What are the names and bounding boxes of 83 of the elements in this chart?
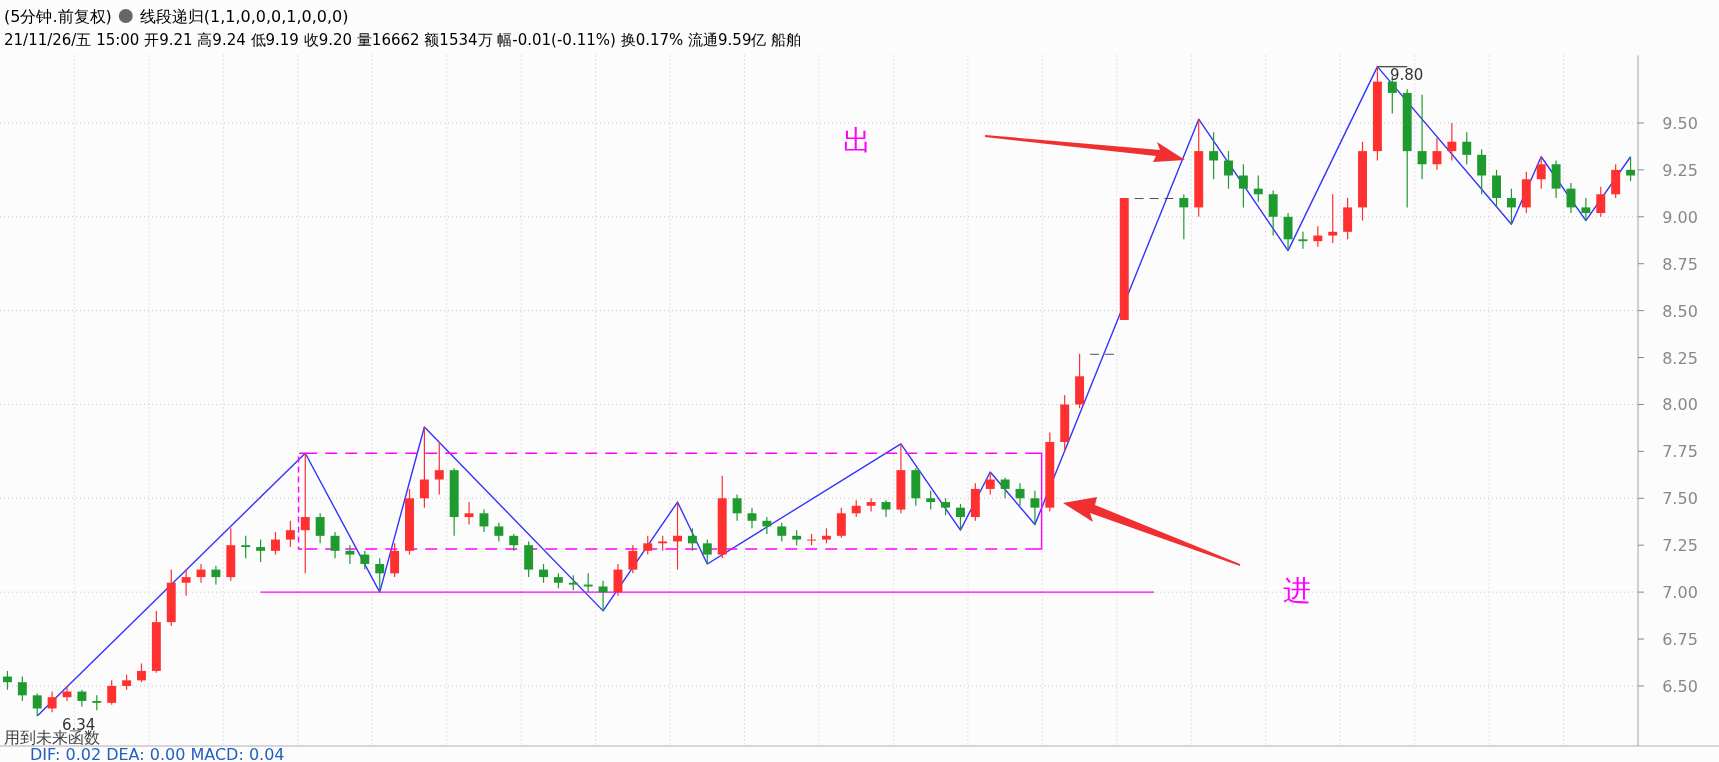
candlestick	[375, 557, 385, 593]
candlestick	[1596, 186, 1606, 218]
y-tick-label: 7.00	[1662, 583, 1698, 603]
y-tick-label: 9.50	[1662, 113, 1698, 133]
y-tick-label: 6.50	[1662, 676, 1698, 696]
candlestick	[2, 670, 12, 691]
candlestick	[271, 531, 280, 556]
candlestick	[1000, 477, 1010, 499]
candlestick	[107, 679, 117, 706]
y-tick-label: 9.25	[1662, 160, 1698, 180]
candlestick	[956, 503, 965, 531]
annotation: 9.80	[1390, 66, 1424, 84]
candlestick	[598, 580, 608, 612]
candlestick	[1506, 188, 1516, 225]
candlestick	[673, 501, 682, 571]
candlestick	[926, 490, 936, 511]
y-tick-label: 6.75	[1662, 630, 1698, 650]
y-tick-label: 8.25	[1662, 348, 1698, 368]
line-series	[36, 65, 1632, 717]
candlestick	[777, 522, 787, 543]
candlestick	[360, 550, 370, 571]
candlestick	[1209, 131, 1219, 180]
annotation: 进	[1283, 574, 1311, 607]
candlestick	[32, 692, 42, 717]
candlestick	[181, 569, 191, 597]
candlestick	[419, 426, 429, 509]
candlestick	[345, 544, 355, 565]
y-tick-label: 9.00	[1662, 207, 1698, 227]
candlestick	[211, 565, 221, 586]
candlestick	[539, 563, 548, 584]
candlestick	[643, 535, 653, 556]
y-tick-label: 8.00	[1662, 395, 1698, 415]
candlestick	[464, 501, 474, 526]
candlestick	[628, 544, 638, 574]
y-tick-label: 7.25	[1662, 536, 1698, 556]
candlestick	[1581, 197, 1591, 222]
candlestick	[1477, 148, 1487, 195]
candlestick	[137, 662, 146, 683]
y-tick-label: 8.50	[1662, 301, 1698, 321]
annotation: 出	[843, 124, 871, 157]
candlestick	[256, 538, 266, 563]
candlestick	[1447, 122, 1457, 162]
candlestick	[434, 441, 444, 496]
candlestick	[479, 508, 489, 533]
candlestick	[747, 507, 757, 529]
candlestick	[1626, 156, 1636, 182]
candlestick	[866, 497, 876, 513]
candlestick	[702, 538, 712, 565]
candlestick	[881, 499, 891, 518]
text: 21/11/26/五 15:00 开9.21 高9.24 低9.19 收9.20 量16662 额1534万 幅-0.01(-0.11%) 换0.17% 流通9.59亿 船舶	[4, 31, 802, 49]
candlestick	[836, 507, 846, 539]
candlestick	[1253, 174, 1263, 203]
candlestick	[330, 531, 340, 559]
candlestick	[241, 535, 251, 559]
y-tick-label: 7.75	[1662, 442, 1698, 462]
y-tick-label: 8.75	[1662, 254, 1698, 274]
candlestick	[687, 527, 697, 552]
candlestick	[1536, 156, 1546, 190]
candlestick	[1179, 193, 1189, 240]
chart-subtitle: 线段递归(1,1,0,0,0,1,0,0,0)	[139, 7, 349, 26]
candlestick	[1328, 193, 1338, 244]
candlestick	[17, 675, 27, 702]
candlestick	[1283, 212, 1293, 252]
candlestick	[1462, 131, 1472, 165]
chart-title: (5分钟.前复权)	[4, 7, 112, 26]
candlestick	[390, 542, 400, 578]
candlestick	[47, 690, 57, 713]
candlestick	[762, 516, 772, 535]
y-tick-label: 7.50	[1662, 489, 1698, 509]
candlestick	[732, 493, 742, 522]
candlestick	[1313, 225, 1323, 248]
candlestick	[1298, 231, 1308, 250]
candlestick	[315, 512, 325, 544]
candlestick	[1492, 169, 1501, 209]
candlestick	[985, 471, 995, 496]
candlestick	[1224, 150, 1233, 190]
candlestick	[1268, 189, 1278, 237]
annotation: DIF: 0.02 DEA: 0.00 MACD: 0.04	[30, 745, 285, 762]
candlestick	[1238, 163, 1248, 209]
candlestick	[285, 520, 295, 548]
candlestick	[1417, 94, 1427, 180]
candlestick	[494, 522, 504, 543]
candlestick	[1030, 490, 1040, 526]
